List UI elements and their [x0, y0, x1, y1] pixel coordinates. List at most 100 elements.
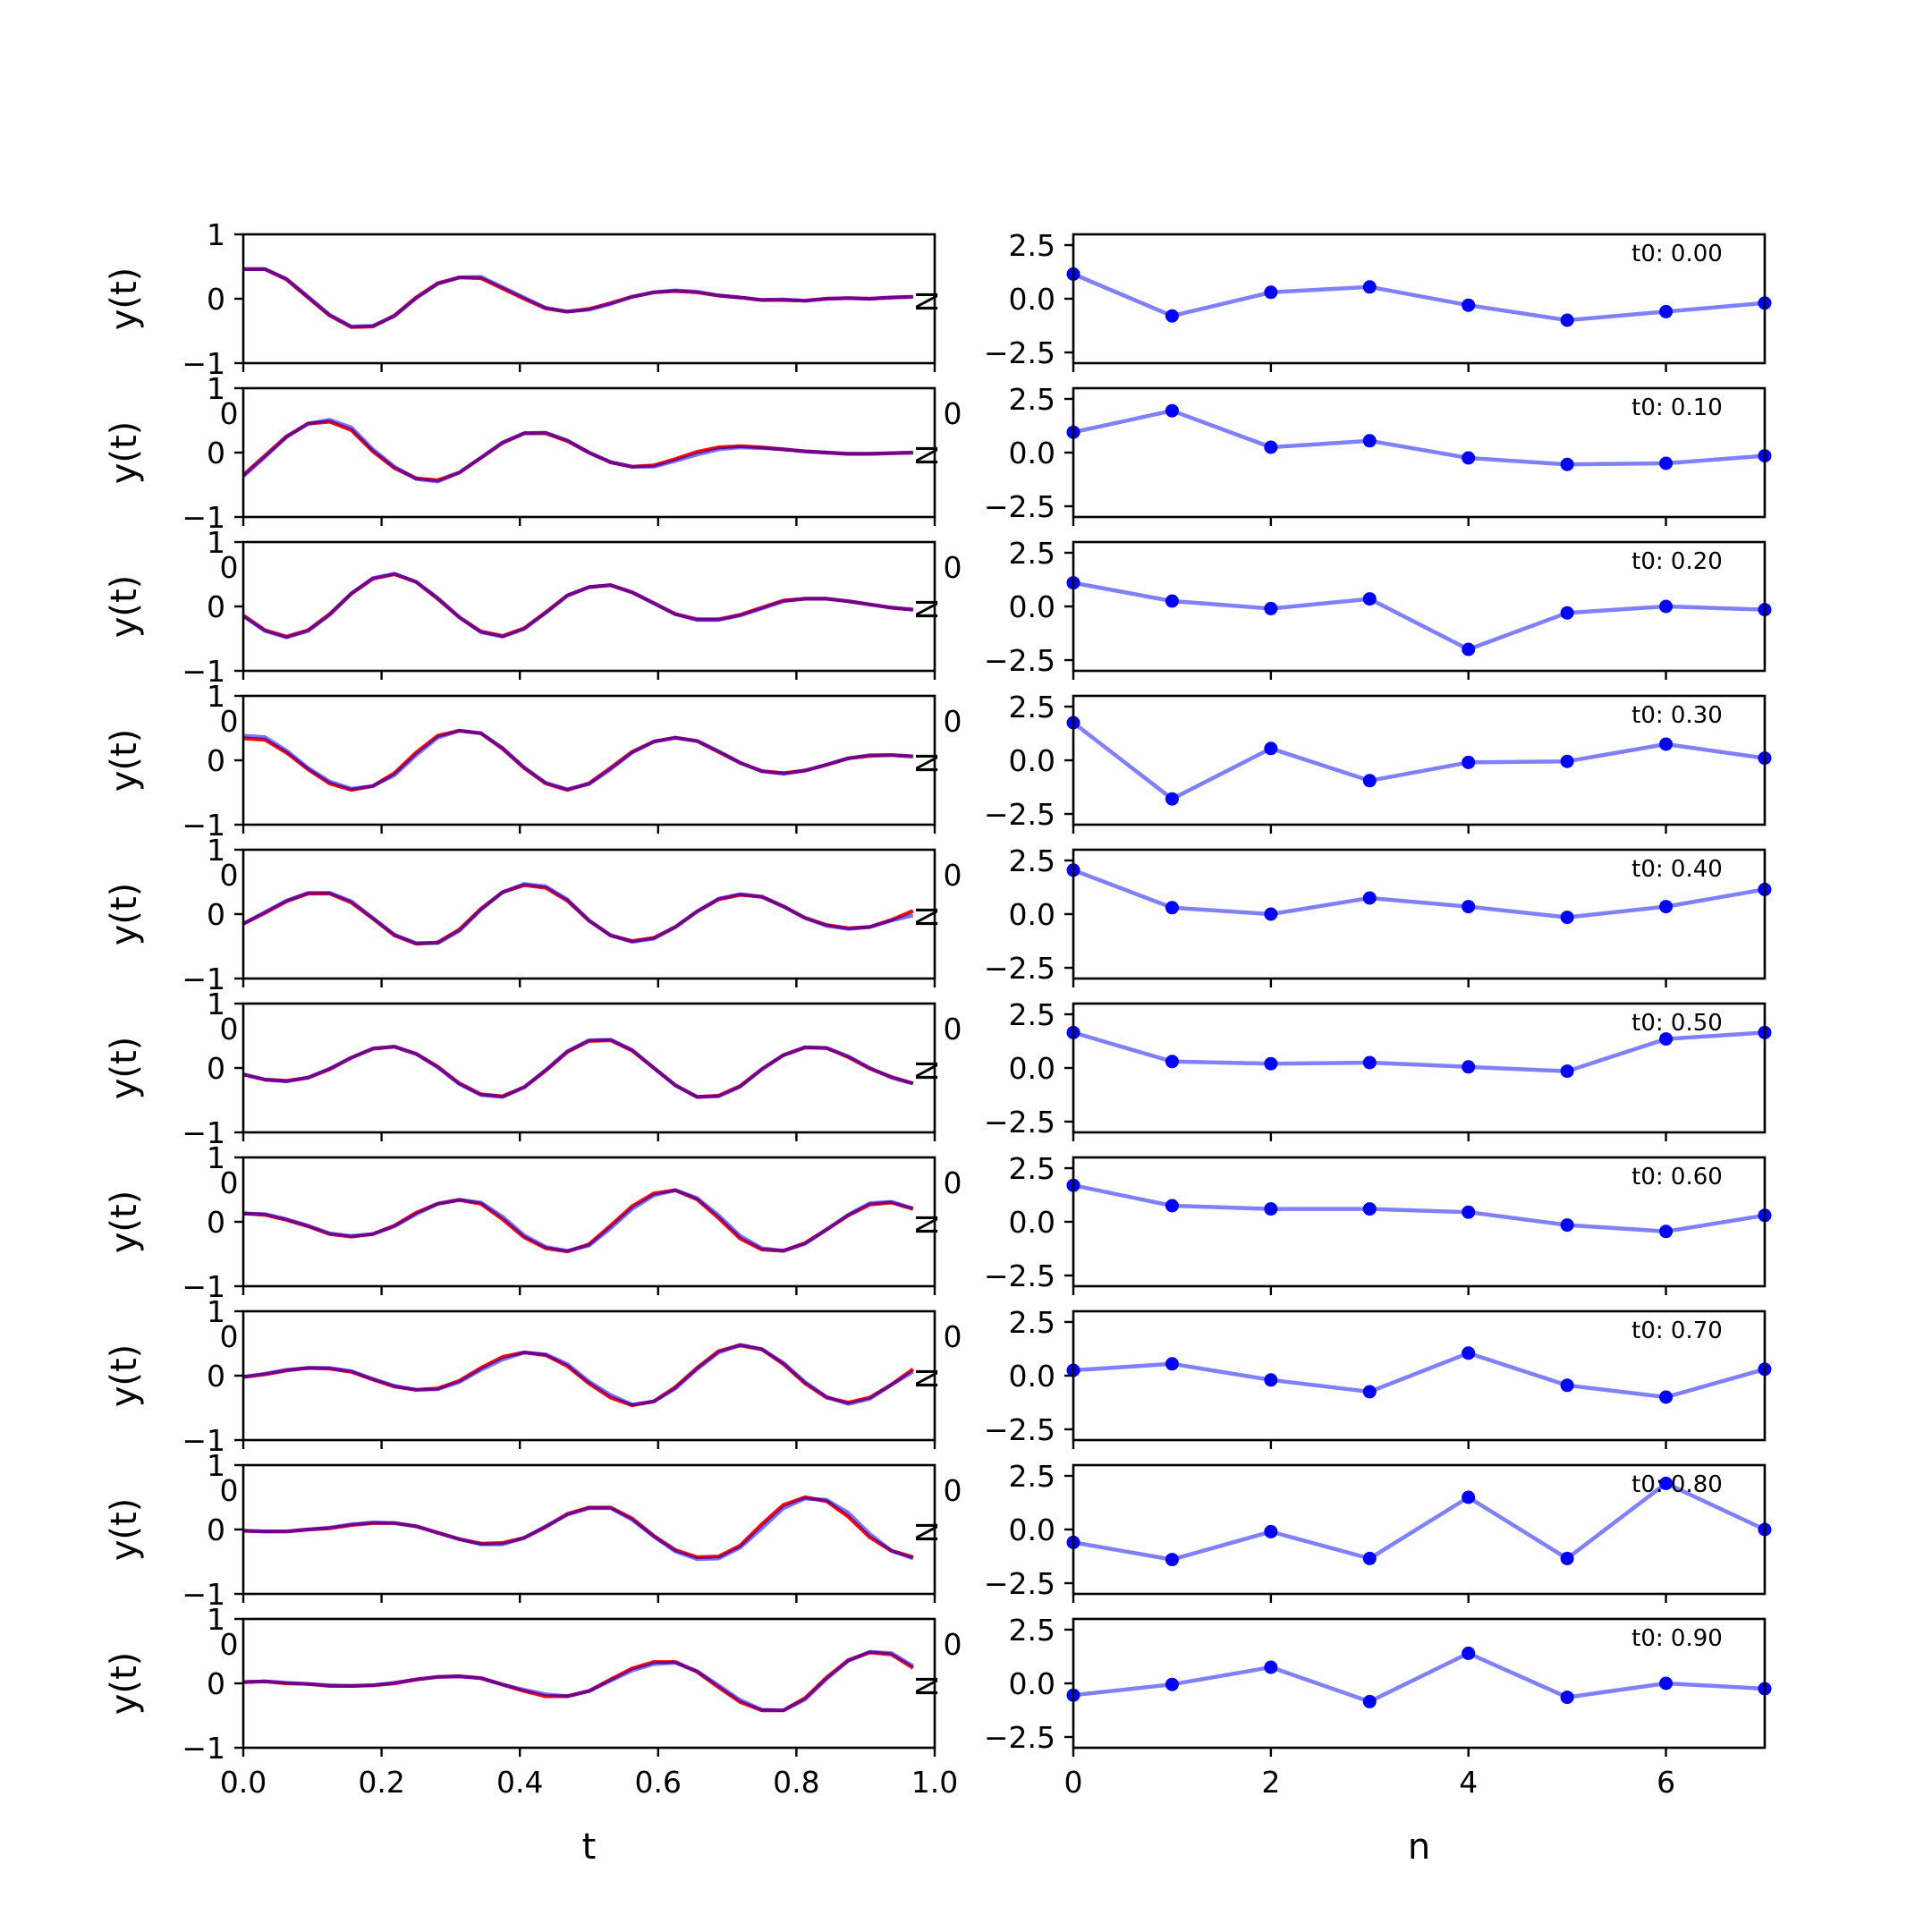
data-point — [1462, 1490, 1476, 1504]
data-point — [1362, 280, 1377, 294]
left-axes-frame — [242, 848, 936, 980]
t0-annotation: t0: 0.30 — [1631, 702, 1723, 729]
y-tick-label: 1 — [207, 833, 225, 868]
t0-annotation: t0: 0.80 — [1631, 1471, 1723, 1498]
y-tick-label: 0 — [207, 1666, 225, 1701]
x-tick-label: 0 — [1064, 1765, 1083, 1800]
clipped-tick-glyph: 0 — [220, 1627, 239, 1662]
data-point — [1165, 309, 1179, 323]
series-line-blue — [243, 728, 913, 792]
data-point — [1560, 1551, 1574, 1565]
y-tick-label: 0.0 — [1009, 1051, 1055, 1086]
y-tick-label: −1 — [182, 1731, 225, 1766]
data-point — [1165, 1677, 1179, 1691]
edge-glyph: N — [909, 1521, 944, 1544]
series-lines — [243, 267, 1772, 1713]
t0-annotation: t0: 0.10 — [1631, 394, 1723, 421]
data-point — [1462, 755, 1476, 769]
data-point — [1462, 1205, 1476, 1219]
data-point — [1165, 594, 1179, 608]
clipped-tick-glyph: 0 — [220, 396, 239, 431]
series-line — [1072, 1030, 1766, 1073]
y-tick-label: 1 — [207, 1140, 225, 1175]
data-point — [1362, 1694, 1377, 1708]
x-axis-label-t: t — [582, 1826, 597, 1868]
x-tick-label: 0.8 — [773, 1765, 819, 1800]
series-line-red — [243, 1343, 915, 1408]
x-axis-label-n: n — [1408, 1826, 1430, 1868]
series-line-red — [243, 1650, 914, 1713]
y-tick-label: 2.5 — [1009, 382, 1055, 417]
x-tick-label: 6 — [1657, 1765, 1675, 1800]
data-point — [1362, 1551, 1377, 1565]
edge-glyph: N — [909, 1214, 944, 1236]
data-point — [1659, 304, 1674, 318]
data-point — [1362, 592, 1377, 606]
y-axis-label: y(t) — [104, 1191, 145, 1254]
series-line-red — [243, 883, 914, 946]
data-point — [1560, 754, 1574, 768]
y-tick-label: 2.5 — [1009, 1459, 1055, 1494]
data-point — [1165, 792, 1179, 806]
data-point — [1659, 599, 1674, 614]
y-tick-label: −2.5 — [984, 489, 1055, 524]
data-point — [1264, 440, 1278, 454]
data-point — [1659, 737, 1674, 751]
data-point — [1264, 1524, 1278, 1538]
y-axis-label: y(t) — [104, 1652, 145, 1716]
data-point — [1560, 1378, 1574, 1393]
y-tick-label: 1 — [207, 217, 225, 252]
t0-annotation: t0: 0.40 — [1631, 856, 1723, 883]
y-axis-label: y(t) — [104, 729, 145, 792]
data-point — [1264, 741, 1278, 756]
y-tick-label: −1 — [182, 654, 225, 689]
data-point — [1560, 911, 1574, 925]
y-tick-label: 0 — [207, 1359, 225, 1394]
y-tick-label: 2.5 — [1009, 536, 1055, 571]
data-point — [1462, 642, 1476, 657]
data-point — [1362, 1202, 1377, 1216]
left-panel-2 — [243, 572, 913, 640]
edge-glyph: N — [909, 1675, 944, 1698]
right-panel-6 — [1066, 1178, 1772, 1239]
data-point — [1560, 1690, 1574, 1705]
series-line-red — [243, 1188, 914, 1254]
y-tick-label: 0.0 — [1009, 282, 1055, 317]
data-point — [1462, 1060, 1476, 1074]
y-tick-label: 2.5 — [1009, 228, 1055, 263]
edge-glyph: N — [909, 1368, 944, 1390]
y-tick-label: 0.0 — [1009, 743, 1055, 778]
data-point — [1362, 891, 1377, 905]
y-tick-label: 2.5 — [1009, 997, 1055, 1032]
left-panel-6 — [243, 1188, 914, 1254]
left-panel-4 — [243, 882, 914, 946]
y-tick-label: −2.5 — [984, 1566, 1055, 1601]
right-panel-4 — [1066, 863, 1772, 925]
y-axis-label: y(t) — [104, 1037, 145, 1100]
series-line-blue — [243, 1496, 914, 1562]
series-line-red — [243, 728, 913, 792]
y-axis-label: y(t) — [104, 1498, 145, 1562]
t0-annotation: t0: 0.60 — [1631, 1164, 1723, 1191]
y-tick-label: −2.5 — [984, 1720, 1055, 1755]
y-axis-label: y(t) — [104, 883, 145, 946]
data-point — [1362, 774, 1377, 788]
clipped-tick-glyph: 0 — [220, 858, 239, 893]
series-line-blue — [243, 1038, 914, 1099]
series-line — [1072, 408, 1766, 467]
clipped-tick-glyph: 0 — [220, 704, 239, 739]
y-tick-label: −2.5 — [984, 1105, 1055, 1140]
left-axes-frame — [242, 1309, 936, 1442]
y-tick-label: 1 — [207, 987, 225, 1021]
series-line-blue — [243, 1649, 914, 1713]
left-panel-8 — [243, 1495, 914, 1562]
data-point — [1264, 1660, 1278, 1674]
x-tick-label: 1.0 — [911, 1765, 958, 1800]
left-axes-frame — [242, 1156, 936, 1288]
series-line — [1072, 1481, 1766, 1562]
right-panel-3 — [1066, 716, 1772, 806]
series-line-blue — [243, 267, 913, 329]
y-tick-label: 1 — [207, 371, 225, 406]
clipped-tick-glyph: 0 — [220, 1012, 239, 1046]
right-panel-9 — [1066, 1646, 1772, 1708]
